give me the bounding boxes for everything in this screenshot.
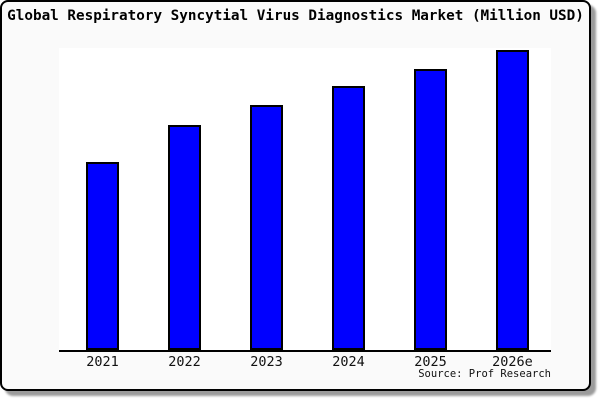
chart-title: Global Respiratory Syncytial Virus Diagn… bbox=[7, 8, 584, 24]
plot-area bbox=[59, 48, 551, 352]
x-axis-line bbox=[59, 350, 551, 352]
bar-2026e bbox=[496, 50, 529, 350]
x-tick-label-2023: 2023 bbox=[250, 354, 283, 370]
bar-2023 bbox=[250, 105, 283, 350]
bar-2022 bbox=[168, 125, 201, 350]
x-tick-label-2026e: 2026e bbox=[492, 354, 533, 370]
x-tick-label-2025: 2025 bbox=[414, 354, 447, 370]
chart-card: Global Respiratory Syncytial Virus Diagn… bbox=[0, 0, 591, 391]
bar-2021 bbox=[86, 162, 119, 350]
bar-2025 bbox=[414, 69, 447, 350]
source-credit: Source: Prof Research bbox=[418, 368, 551, 380]
x-tick-label-2024: 2024 bbox=[332, 354, 365, 370]
bar-2024 bbox=[332, 86, 365, 350]
x-tick-label-2022: 2022 bbox=[168, 354, 201, 370]
x-tick-label-2021: 2021 bbox=[86, 354, 119, 370]
